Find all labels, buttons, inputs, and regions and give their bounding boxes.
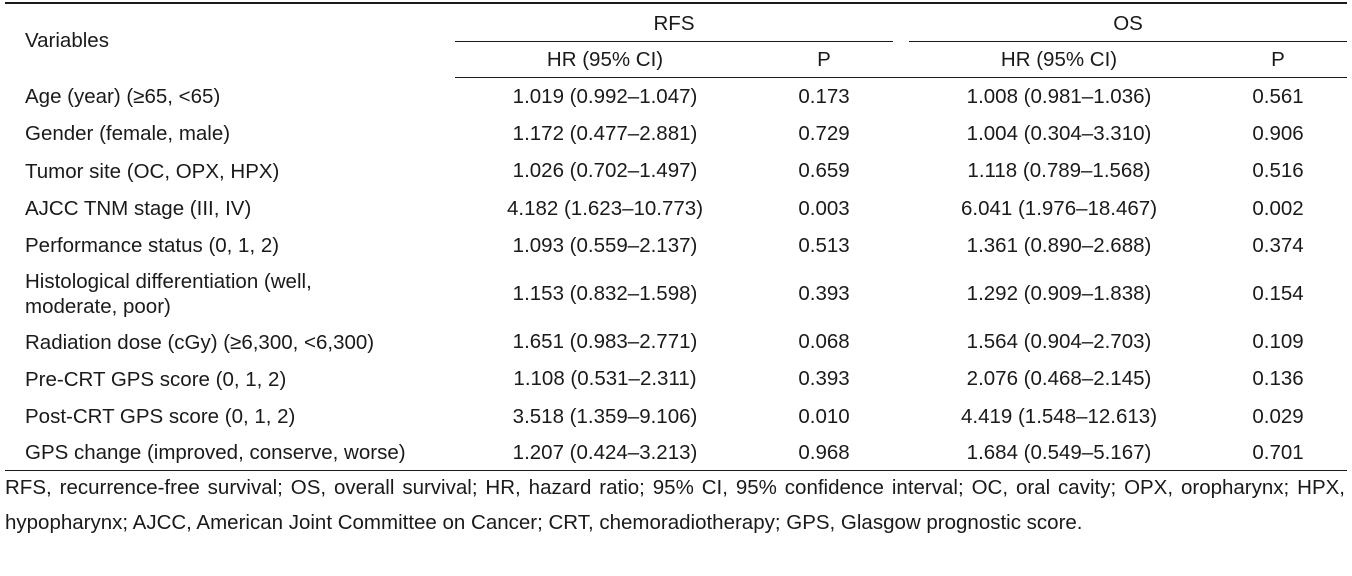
table-row: Histological differentiation (well, mode… bbox=[5, 264, 1347, 323]
row-os-hr: 1.564 (0.904–2.703) bbox=[966, 330, 1152, 354]
header-gap bbox=[893, 2, 909, 42]
row-gap bbox=[893, 153, 909, 190]
table-row: GPS change (improved, conserve, worse) 1… bbox=[5, 435, 1347, 472]
row-rfs-hr: 4.182 (1.623–10.773) bbox=[506, 196, 704, 220]
row-rfs-hr: 1.019 (0.992–1.047) bbox=[512, 84, 698, 108]
row-rfs-p: 0.010 bbox=[798, 404, 850, 428]
row-variable: Gender (female, male) bbox=[25, 122, 231, 146]
row-os-p: 0.906 bbox=[1252, 121, 1304, 145]
row-rfs-p: 0.393 bbox=[798, 367, 850, 391]
table-footnote: RFS, recurrence-free survival; OS, overa… bbox=[5, 476, 1345, 534]
row-os-p: 0.136 bbox=[1252, 367, 1304, 391]
row-os-p: 0.374 bbox=[1252, 233, 1304, 257]
row-rfs-hr: 1.108 (0.531–2.311) bbox=[513, 367, 697, 391]
row-rfs-hr: 1.651 (0.983–2.771) bbox=[512, 330, 698, 354]
row-gap bbox=[893, 227, 909, 264]
row-rfs-p: 0.173 bbox=[798, 84, 850, 108]
table-row: Post-CRT GPS score (0, 1, 2) 3.518 (1.35… bbox=[5, 398, 1347, 435]
row-variable: Pre-CRT GPS score (0, 1, 2) bbox=[25, 367, 287, 391]
row-rfs-p: 0.729 bbox=[798, 121, 850, 145]
row-rfs-hr: 1.093 (0.559–2.137) bbox=[512, 233, 698, 257]
table-row: Gender (female, male) 1.172 (0.477–2.881… bbox=[5, 115, 1347, 152]
row-gap bbox=[893, 361, 909, 398]
row-rfs-p: 0.068 bbox=[798, 330, 850, 354]
row-os-hr: 1.118 (0.789–1.568) bbox=[967, 159, 1151, 183]
row-gap bbox=[893, 323, 909, 360]
row-os-p: 0.701 bbox=[1209, 435, 1347, 472]
row-variable-line1: Histological differentiation (well, bbox=[25, 269, 312, 293]
row-rfs-hr: 3.518 (1.359–9.106) bbox=[512, 404, 698, 428]
row-variable: Performance status (0, 1, 2) bbox=[25, 234, 280, 258]
row-variable: Radiation dose (cGy) (≥6,300, <6,300) bbox=[25, 330, 375, 354]
row-os-p: 0.029 bbox=[1252, 404, 1304, 428]
row-os-hr: 1.361 (0.890–2.688) bbox=[966, 233, 1152, 257]
row-rfs-p: 0.513 bbox=[798, 233, 850, 257]
row-variable: Histological differentiation (well, mode… bbox=[5, 264, 455, 323]
row-rfs-hr: 1.026 (0.702–1.497) bbox=[512, 159, 698, 183]
row-variable: AJCC TNM stage (III, IV) bbox=[25, 197, 252, 221]
header-rfs-hr: HR (95% CI) bbox=[455, 41, 755, 78]
row-rfs-p: 0.393 bbox=[798, 281, 850, 305]
table-row: AJCC TNM stage (III, IV) 4.182 (1.623–10… bbox=[5, 190, 1347, 227]
row-rfs-p: 0.659 bbox=[798, 159, 850, 183]
table-row: Age (year) (≥65, <65) 1.019 (0.992–1.047… bbox=[5, 78, 1347, 116]
row-gap bbox=[893, 398, 909, 435]
row-rfs-hr: 1.153 (0.832–1.598) bbox=[512, 281, 698, 305]
hazard-ratio-table: Variables RFS OS HR (95% CI) P HR (95% C… bbox=[5, 2, 1347, 472]
row-os-p: 0.109 bbox=[1252, 330, 1304, 354]
row-os-p: 0.516 bbox=[1252, 159, 1304, 183]
row-rfs-p: 0.968 bbox=[755, 435, 893, 472]
header-group-rfs: RFS bbox=[455, 2, 893, 42]
header-os-hr: HR (95% CI) bbox=[909, 41, 1209, 78]
row-os-hr: 1.004 (0.304–3.310) bbox=[966, 121, 1152, 145]
row-os-hr: 1.684 (0.549–5.167) bbox=[909, 435, 1209, 472]
row-variable: Age (year) (≥65, <65) bbox=[25, 84, 221, 108]
table-row: Performance status (0, 1, 2) 1.093 (0.55… bbox=[5, 227, 1347, 264]
row-os-hr: 2.076 (0.468–2.145) bbox=[966, 367, 1152, 391]
row-gap bbox=[893, 435, 909, 472]
row-os-p: 0.154 bbox=[1252, 281, 1304, 305]
row-rfs-p: 0.003 bbox=[798, 196, 850, 220]
table-row: Tumor site (OC, OPX, HPX) 1.026 (0.702–1… bbox=[5, 153, 1347, 190]
row-variable-line2: moderate, poor) bbox=[25, 294, 171, 318]
header-rfs-p: P bbox=[755, 41, 893, 78]
row-os-hr: 1.292 (0.909–1.838) bbox=[966, 281, 1152, 305]
header-variables: Variables bbox=[5, 2, 455, 78]
row-rfs-hr: 1.207 (0.424–3.213) bbox=[455, 435, 755, 472]
table-row: Radiation dose (cGy) (≥6,300, <6,300) 1.… bbox=[5, 323, 1347, 360]
row-variable: Tumor site (OC, OPX, HPX) bbox=[25, 159, 280, 183]
row-gap bbox=[893, 115, 909, 152]
table-row: Pre-CRT GPS score (0, 1, 2) 1.108 (0.531… bbox=[5, 361, 1347, 398]
row-os-p: 0.561 bbox=[1252, 84, 1304, 108]
row-variable: Post-CRT GPS score (0, 1, 2) bbox=[25, 405, 296, 429]
header-gap bbox=[893, 41, 909, 78]
row-gap bbox=[893, 190, 909, 227]
header-group-os: OS bbox=[909, 2, 1347, 42]
row-os-hr: 6.041 (1.976–18.467) bbox=[960, 196, 1158, 220]
row-gap bbox=[893, 78, 909, 116]
row-os-hr: 4.419 (1.548–12.613) bbox=[960, 404, 1158, 428]
row-variable: GPS change (improved, conserve, worse) bbox=[5, 435, 455, 472]
row-os-p: 0.002 bbox=[1252, 196, 1304, 220]
row-rfs-hr: 1.172 (0.477–2.881) bbox=[512, 121, 698, 145]
row-gap bbox=[893, 264, 909, 323]
header-os-p: P bbox=[1209, 41, 1347, 78]
row-os-hr: 1.008 (0.981–1.036) bbox=[966, 84, 1152, 108]
